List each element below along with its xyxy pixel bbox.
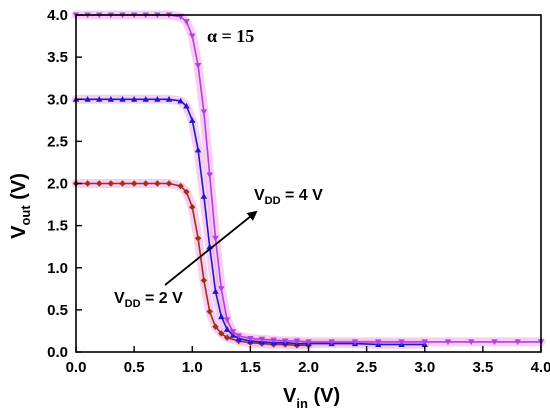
series-1-point: [107, 180, 115, 187]
series-3-point: [328, 339, 335, 346]
series-2-point: [183, 102, 190, 109]
series-1-point: [119, 180, 126, 187]
series-2-point: [154, 96, 161, 102]
series-1-point: [218, 330, 225, 337]
x-tick-label: 0.5: [124, 359, 145, 376]
x-axis-title-sub: in: [296, 396, 308, 411]
series-3-point: [235, 333, 242, 340]
series-3-point: [491, 339, 498, 346]
vdd-trend-arrow: [164, 210, 258, 286]
series-1-point: [189, 203, 196, 211]
x-axis-title-main: V: [283, 385, 297, 407]
series-3-point: [468, 339, 475, 346]
series-1-point: [194, 235, 202, 242]
series-2-point: [96, 96, 103, 102]
series-2-point: [107, 96, 115, 102]
series-2-point: [189, 117, 196, 123]
series-3-point: [270, 337, 277, 344]
series-2-point: [142, 96, 149, 102]
series-layer: [72, 12, 545, 349]
series-3-point: [398, 339, 405, 346]
series-3-point: [258, 336, 266, 343]
x-axis-title-unit: (V): [308, 385, 340, 407]
series-1-point: [96, 180, 103, 187]
y-tick-label: 0.5: [47, 302, 68, 319]
series-3-point: [247, 335, 254, 342]
series-3-point: [282, 338, 289, 345]
series-3-point: [421, 339, 428, 346]
series-3-point: [229, 329, 237, 335]
y-tick-label: 3.5: [47, 49, 68, 66]
series-1-point: [84, 180, 91, 187]
vdd-high-sub: DD: [265, 195, 281, 207]
series-1-point: [142, 180, 149, 187]
vdd-low-text: = 2 V: [141, 290, 184, 307]
y-tick-label: 2.5: [47, 133, 68, 150]
series-3-point: [200, 109, 208, 116]
series-1-point: [165, 180, 173, 187]
y-tick-label: 4.0: [47, 7, 68, 24]
series-1-point: [154, 180, 161, 187]
x-tick-label: 2.5: [356, 359, 377, 376]
x-tick-label: 3.0: [414, 359, 435, 376]
series-3-point: [206, 172, 213, 179]
series-2-point: [130, 96, 138, 102]
series-2-point: [200, 192, 208, 199]
series-3-point: [514, 339, 521, 346]
series-3-point: [375, 339, 382, 346]
series-3-point: [305, 339, 312, 346]
x-tick-label: 1.0: [182, 359, 203, 376]
series-1-point: [223, 334, 231, 341]
y-axis-title-sub: out: [18, 205, 33, 226]
series-3-point: [212, 235, 219, 242]
series-2-point: [119, 96, 126, 102]
series-1-point: [212, 323, 219, 330]
y-tick-label: 0.0: [47, 344, 68, 361]
y-axis-title-main: V: [8, 225, 30, 239]
series-1-point: [183, 188, 190, 196]
vdd-low-main: V: [114, 290, 125, 307]
y-axis-title: Vout (V): [8, 173, 33, 239]
series-2-point: [212, 288, 219, 294]
x-tick-label: 4.0: [531, 359, 550, 376]
series-3-point: [189, 33, 196, 40]
y-tick-label: 1.5: [47, 218, 68, 235]
series-3-point: [183, 19, 190, 25]
series-2-point: [177, 97, 184, 104]
series-3-point: [351, 339, 359, 346]
series-3-point: [223, 317, 231, 324]
x-tick-label: 1.5: [240, 359, 261, 376]
y-axis-title-unit: (V): [8, 173, 30, 205]
x-tick-label: 0.0: [66, 359, 87, 376]
series-1-point: [206, 308, 213, 315]
x-tick-label: 3.5: [472, 359, 493, 376]
y-tick-label: 3.0: [47, 91, 68, 108]
y-tick-label: 1.0: [47, 260, 68, 277]
vdd-high-text: = 4 V: [281, 187, 324, 204]
series-1-point: [177, 182, 184, 190]
x-tick-label: 2.0: [298, 359, 319, 376]
y-axis: 0.0 0.5 1.0 1.5 2.0 2.5 3.0 3.5 4.0: [47, 7, 82, 361]
series-3-point: [194, 62, 202, 69]
x-axis: 0.0 0.5 1.0 1.5 2.0 2.5 3.0 3.5 4.0: [66, 346, 550, 376]
series-1-point: [200, 277, 208, 284]
vdd-high-main: V: [254, 187, 265, 204]
vdd-high-annotation: VDD = 4 V: [254, 187, 323, 207]
series-2-point: [218, 313, 225, 320]
series-2-point: [165, 96, 173, 102]
series-2-point: [223, 326, 231, 332]
x-axis-title: Vin (V): [283, 385, 340, 411]
vdd-low-sub: DD: [125, 298, 141, 310]
series-1-point: [130, 180, 138, 187]
series-3-point: [293, 338, 301, 345]
vdd-low-annotation: VDD = 2 V: [114, 290, 183, 310]
series-2-point: [194, 146, 202, 153]
alpha-annotation: α = 15: [207, 26, 254, 46]
series-3-point: [218, 286, 225, 293]
series-3-point: [444, 339, 452, 346]
series-2-point: [84, 96, 91, 102]
y-tick-label: 2.0: [47, 176, 68, 193]
